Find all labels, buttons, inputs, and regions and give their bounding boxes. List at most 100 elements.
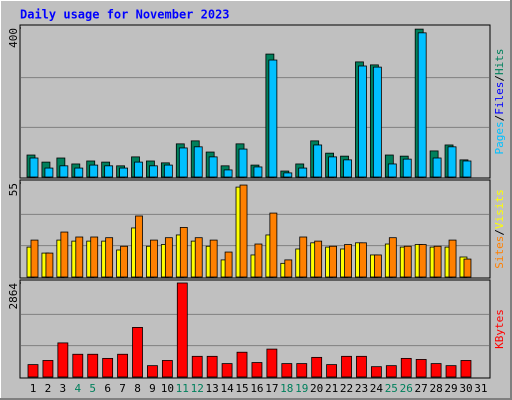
bar: [87, 353, 99, 378]
bar: [268, 59, 278, 178]
bar: [45, 252, 54, 278]
bar: [132, 327, 143, 378]
bar: [72, 353, 84, 378]
bar: [296, 363, 308, 378]
bar: [314, 240, 323, 278]
bar: [359, 242, 367, 278]
bar: [29, 157, 39, 178]
bar: [208, 156, 218, 178]
x-tick-label: 30: [459, 382, 472, 395]
bar: [253, 166, 263, 178]
bar: [299, 236, 308, 278]
bar: [191, 355, 203, 378]
axis-label-part: Sites: [493, 236, 506, 269]
x-tick-label: 27: [415, 382, 428, 395]
x-tick-label: 13: [206, 382, 219, 395]
bar: [462, 160, 472, 178]
x-tick-label: 17: [265, 382, 278, 395]
bar: [388, 237, 397, 278]
bar: [328, 156, 338, 178]
axis-label-part: KBytes: [493, 309, 506, 349]
bar: [284, 259, 293, 278]
axis-label: Sites/Visits: [493, 189, 506, 269]
x-tick-label: 31: [474, 382, 487, 395]
bar: [400, 357, 412, 378]
bar: [266, 348, 278, 378]
axis-label: KBytes: [493, 309, 506, 349]
x-tick-label: 10: [161, 382, 174, 395]
bar: [387, 163, 397, 178]
x-tick-label: 12: [191, 382, 204, 395]
bar: [224, 251, 233, 278]
axis-label-part: Hits: [493, 49, 506, 76]
bar: [433, 245, 442, 278]
bar: [105, 237, 114, 278]
bar: [283, 172, 293, 178]
y-tick-label: 2864: [7, 283, 20, 310]
x-tick-label: 23: [355, 382, 368, 395]
x-tick-label: 20: [310, 382, 323, 395]
bar: [341, 355, 352, 378]
axis-label-part: /: [493, 75, 506, 82]
bar: [373, 254, 382, 278]
axis-label-part: Files: [493, 82, 506, 115]
bar: [418, 244, 427, 278]
bar: [119, 167, 128, 178]
x-tick-label: 14: [220, 382, 234, 395]
bar: [432, 157, 442, 178]
x-tick-label: 6: [104, 382, 111, 395]
bar: [59, 165, 69, 178]
bar: [163, 164, 173, 178]
bar: [150, 239, 158, 278]
x-tick-label: 1: [30, 382, 37, 395]
bar: [358, 65, 367, 178]
bar: [329, 245, 338, 278]
x-tick-label: 3: [60, 382, 67, 395]
plot-area: [19, 24, 491, 179]
axis-label-part: Pages: [493, 121, 506, 154]
bar: [147, 365, 158, 378]
x-tick-label: 15: [235, 382, 248, 395]
axis-label-part: Visits: [493, 189, 506, 229]
bar: [74, 167, 84, 178]
y-tick-label: 55: [7, 183, 20, 196]
bar: [236, 351, 248, 378]
chart-title: Daily usage for November 2023: [20, 8, 230, 22]
bar: [238, 148, 248, 178]
bar: [460, 360, 472, 378]
bar: [326, 364, 338, 378]
bar: [251, 362, 263, 378]
bar: [42, 360, 54, 378]
bar: [104, 165, 114, 178]
x-tick-label: 21: [325, 382, 338, 395]
x-tick-label: 19: [295, 382, 308, 395]
bar: [417, 32, 427, 178]
axis-label-part: /: [493, 229, 506, 236]
x-tick-label: 26: [400, 382, 413, 395]
bar: [221, 363, 233, 378]
bar: [27, 364, 39, 378]
x-tick-label: 2: [45, 382, 52, 395]
bar: [370, 366, 382, 378]
x-tick-label: 9: [149, 382, 156, 395]
x-tick-label: 16: [250, 382, 263, 395]
bar: [430, 363, 442, 378]
bar: [102, 357, 114, 378]
bar: [254, 243, 263, 278]
bar: [149, 165, 158, 178]
bar: [178, 147, 188, 178]
bar: [57, 342, 69, 378]
x-tick-label: 7: [119, 382, 126, 395]
bar: [117, 353, 128, 378]
bar: [239, 184, 248, 278]
bar: [60, 231, 69, 278]
y-tick-label: 400: [7, 28, 20, 48]
x-tick-label: 29: [444, 382, 457, 395]
bar: [311, 356, 323, 378]
bar: [134, 161, 143, 178]
bar: [385, 365, 397, 378]
x-tick-label: 24: [370, 382, 384, 395]
plot-area: [19, 279, 491, 379]
